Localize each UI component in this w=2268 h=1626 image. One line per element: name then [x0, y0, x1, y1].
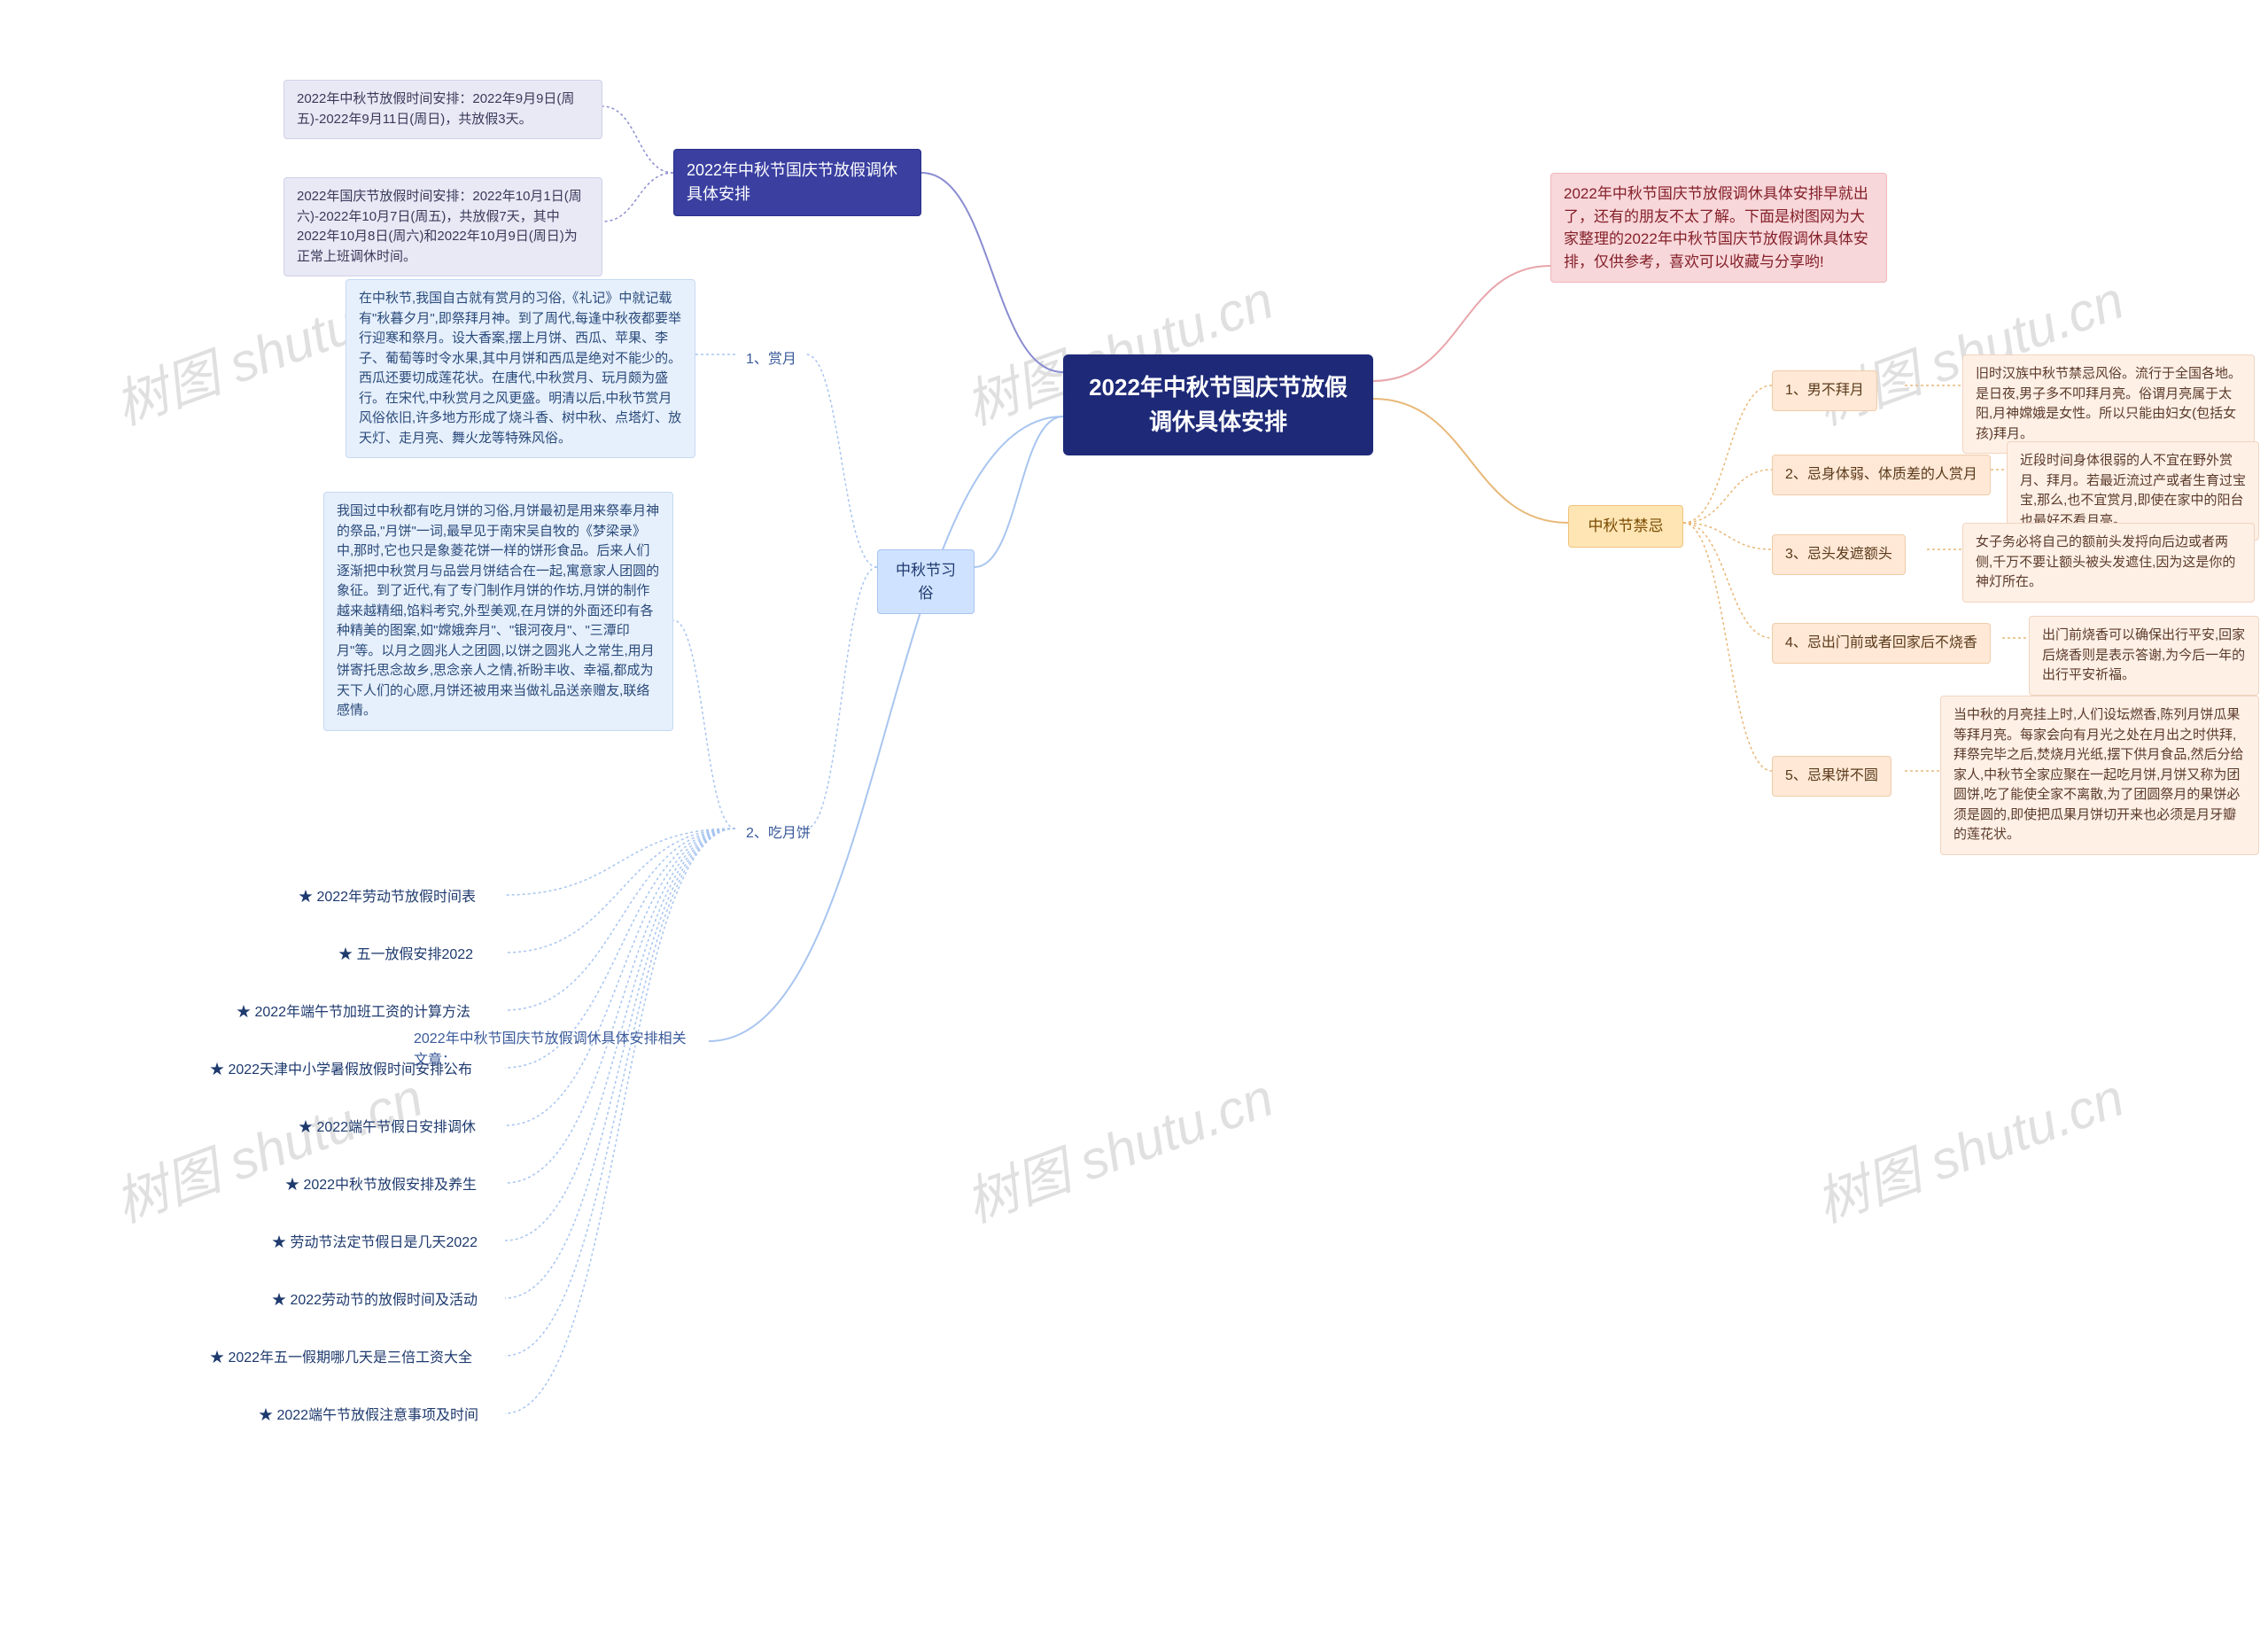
related-link[interactable]: ★ 2022年劳动节放假时间表 [288, 882, 486, 914]
customs-item1-label: 1、赏月 [735, 344, 807, 376]
watermark: 树图 shutu.cn [953, 1054, 1282, 1237]
taboo-1-text: 旧时汉族中秋节禁忌风俗。流行于全国各地。是日夜,男子多不叩拜月亮。俗谓月亮属于太… [1962, 354, 2255, 454]
taboo-4-text: 出门前烧香可以确保出行平安,回家后烧香则是表示答谢,为今后一年的出行平安祈福。 [2029, 616, 2259, 696]
taboo-4-label: 4、忌出门前或者回家后不烧香 [1772, 623, 1991, 664]
schedule-national: 2022年国庆节放假时间安排：2022年10月1日(周六)-2022年10月7日… [284, 177, 602, 276]
related-link[interactable]: ★ 2022天津中小学暑假放假时间安排公布 [199, 1054, 483, 1086]
related-link[interactable]: ★ 2022年五一假期哪几天是三倍工资大全 [199, 1342, 483, 1374]
related-link[interactable]: ★ 2022端午节放假注意事项及时间 [248, 1400, 489, 1432]
schedule-midautumn: 2022年中秋节放假时间安排：2022年9月9日(周五)-2022年9月11日(… [284, 80, 602, 139]
related-link[interactable]: ★ 劳动节法定节假日是几天2022 [261, 1227, 488, 1259]
taboo-3-text: 女子务必将自己的额前头发捋向后边或者两侧,千万不要让额头被头发遮住,因为这是你的… [1962, 523, 2255, 603]
watermark: 树图 shutu.cn [1804, 1054, 2132, 1237]
taboo-1-label: 1、男不拜月 [1772, 370, 1877, 411]
customs-item2-label: 2、吃月饼 [735, 818, 821, 850]
related-link[interactable]: ★ 2022年端午节加班工资的计算方法 [226, 997, 481, 1029]
schedule-branch: 2022年中秋节国庆节放假调休具体安排 [673, 149, 921, 216]
taboo-3-label: 3、忌头发遮额头 [1772, 534, 1906, 575]
customs-item2-text: 我国过中秋都有吃月饼的习俗,月饼最初是用来祭奉月神的祭品,"月饼"一词,最早见于… [323, 492, 673, 731]
taboo-5-label: 5、忌果饼不圆 [1772, 756, 1891, 797]
related-link[interactable]: ★ 2022劳动节的放假时间及活动 [261, 1285, 488, 1317]
related-link[interactable]: ★ 2022中秋节放假安排及养生 [275, 1170, 487, 1202]
center-node: 2022年中秋节国庆节放假调休具体安排 [1063, 354, 1373, 455]
taboo-5-text: 当中秋的月亮挂上时,人们设坛燃香,陈列月饼瓜果等拜月亮。每家会向有月光之处在月出… [1940, 696, 2259, 855]
related-link[interactable]: ★ 2022端午节假日安排调休 [288, 1112, 486, 1144]
customs-item1-text: 在中秋节,我国自古就有赏月的习俗,《礼记》中就记载有"秋暮夕月",即祭拜月神。到… [346, 279, 695, 458]
related-link[interactable]: ★ 五一放假安排2022 [328, 939, 484, 971]
intro-card: 2022年中秋节国庆节放假调休具体安排早就出了，还有的朋友不太了解。下面是树图网… [1550, 173, 1887, 283]
taboo-2-label: 2、忌身体弱、体质差的人赏月 [1772, 455, 1991, 495]
customs-branch: 中秋节习俗 [877, 549, 975, 614]
taboos-branch: 中秋节禁忌 [1568, 505, 1683, 548]
